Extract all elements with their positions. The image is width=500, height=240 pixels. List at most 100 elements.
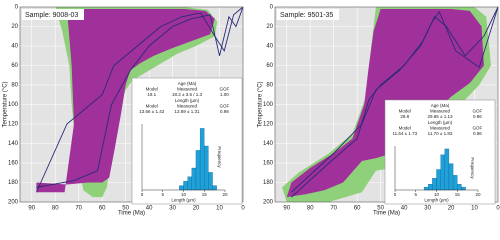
hist-bar bbox=[204, 145, 209, 191]
table-cell: 29.85 ± 1.13 bbox=[428, 114, 453, 119]
table-cell: 11.64 ± 1.73 bbox=[392, 131, 417, 136]
table-header: Measured bbox=[177, 87, 198, 92]
table-header: GOF bbox=[220, 104, 230, 109]
y-axis-label: Frequency bbox=[470, 157, 475, 179]
chart-title: Sample: 9008-03 bbox=[25, 12, 78, 19]
hist-bar bbox=[461, 186, 466, 191]
table-cell: 18.2 ± 3.5 / 1.3 bbox=[172, 92, 202, 97]
hist-bar bbox=[432, 178, 437, 191]
table-cell: 13.66 ± 1.42 bbox=[139, 109, 164, 114]
plot-frame bbox=[19, 6, 244, 203]
x-tick-label: 0 bbox=[241, 206, 245, 212]
y-tick-label: 140 bbox=[8, 141, 19, 147]
y-axis-label: Frequency bbox=[217, 146, 222, 168]
envelope bbox=[36, 8, 215, 193]
y-tick-label: 40 bbox=[266, 44, 273, 50]
x-tick-label: 70 bbox=[330, 206, 337, 212]
y-tick-label: 160 bbox=[8, 161, 19, 167]
x-tick-label: 90 bbox=[283, 206, 290, 212]
y-tick-label: 40 bbox=[11, 44, 18, 50]
hist-bar bbox=[428, 183, 433, 191]
hist-bar bbox=[448, 163, 454, 191]
y-tick-label: 140 bbox=[263, 141, 274, 147]
table-cell: 13.69 ± 1.31 bbox=[175, 109, 200, 114]
table-header: GOF bbox=[473, 126, 483, 131]
hist-bar bbox=[183, 181, 188, 191]
x-tick-label: 50 bbox=[377, 206, 384, 212]
hist-bar bbox=[436, 169, 441, 191]
y-tick-label: 0 bbox=[270, 5, 274, 11]
x-tick-label: 30 bbox=[169, 206, 176, 212]
table-header: GOF bbox=[220, 87, 230, 92]
x-tick-label: 90 bbox=[28, 206, 35, 212]
hist-bar bbox=[179, 185, 184, 191]
x-tick-label: 80 bbox=[307, 206, 314, 212]
x-tick-label: 15 bbox=[202, 192, 208, 197]
figure: 90 80 70 60 50 40 30 20 10 0020406080100120140160… bbox=[3, 5, 500, 217]
y-tick-label: 200 bbox=[8, 200, 19, 206]
y-tick-label: 20 bbox=[266, 24, 273, 30]
table-header: Measured bbox=[430, 109, 451, 114]
y-tick-label: 100 bbox=[8, 102, 19, 108]
table-title: Age (Ma) bbox=[431, 103, 450, 108]
hist-bar bbox=[208, 172, 213, 191]
table-header: Measured bbox=[177, 104, 198, 109]
x-axis-label: Time (Ma) bbox=[373, 211, 400, 217]
table-title: Length (µm) bbox=[175, 98, 200, 103]
hist-bar bbox=[187, 176, 192, 191]
y-tick-label: 80 bbox=[266, 83, 273, 89]
table-cell: 11.70 ± 1.83 bbox=[428, 131, 453, 136]
chart-title: Sample: 9501-35 bbox=[280, 12, 333, 19]
table-cell: 0.98 bbox=[220, 109, 229, 114]
x-axis-label: Length (µm) bbox=[424, 198, 449, 203]
table-header: GOF bbox=[473, 109, 483, 114]
path-line bbox=[291, 6, 499, 193]
x-tick-label: 60 bbox=[354, 206, 361, 212]
page: {"chart_data": [ {"type": "line", "title… bbox=[2, 4, 500, 217]
x-tick-label: 20 bbox=[475, 192, 481, 197]
hist-bar bbox=[440, 154, 445, 191]
x-tick-label: 60 bbox=[99, 206, 106, 212]
table-header: Model bbox=[399, 126, 411, 131]
table-header: Model bbox=[146, 104, 158, 109]
y-tick-label: 200 bbox=[263, 200, 274, 206]
hist-bar bbox=[195, 150, 201, 191]
x-tick-label: 40 bbox=[401, 206, 408, 212]
x-tick-label: 0 bbox=[141, 192, 144, 197]
x-tick-label: 0 bbox=[394, 192, 397, 197]
x-axis-label: Length (µm) bbox=[171, 198, 196, 203]
x-tick-label: 40 bbox=[146, 206, 153, 212]
x-tick-label: 20 bbox=[222, 192, 228, 197]
y-tick-label: 120 bbox=[263, 122, 274, 128]
x-tick-label: 10 bbox=[434, 192, 440, 197]
hist-bar bbox=[444, 148, 450, 191]
x-tick-label: 80 bbox=[52, 206, 59, 212]
x-tick-label: 5 bbox=[161, 192, 164, 197]
y-tick-label: 180 bbox=[8, 180, 19, 186]
y-axis-label: Temperature (°C) bbox=[258, 81, 264, 127]
table-cell: 0.96 bbox=[473, 114, 482, 119]
y-tick-label: 60 bbox=[266, 63, 273, 69]
y-axis-label: Temperature (°C) bbox=[3, 81, 9, 127]
table-header: Model bbox=[146, 87, 158, 92]
table-cell: 1.00 bbox=[220, 92, 229, 97]
title-box bbox=[22, 9, 84, 20]
x-tick-label: 0 bbox=[496, 206, 500, 212]
path-line bbox=[36, 6, 244, 193]
x-tick-label: 70 bbox=[75, 206, 82, 212]
table-title: Age (Ma) bbox=[178, 81, 197, 86]
y-tick-label: 20 bbox=[11, 24, 18, 30]
y-tick-label: 0 bbox=[15, 5, 19, 11]
x-tick-label: 10 bbox=[216, 206, 223, 212]
x-axis-label: Time (Ma) bbox=[118, 211, 145, 217]
y-tick-label: 160 bbox=[263, 161, 274, 167]
x-tick-label: 10 bbox=[181, 192, 187, 197]
hist-bar bbox=[199, 128, 205, 191]
hist-bar bbox=[423, 186, 429, 191]
path-line bbox=[36, 6, 244, 188]
table-cell: 0.96 bbox=[473, 131, 482, 136]
title-box bbox=[277, 9, 339, 20]
table-cell: 29.8 bbox=[400, 114, 409, 119]
x-tick-label: 15 bbox=[455, 192, 461, 197]
y-tick-label: 180 bbox=[263, 180, 274, 186]
